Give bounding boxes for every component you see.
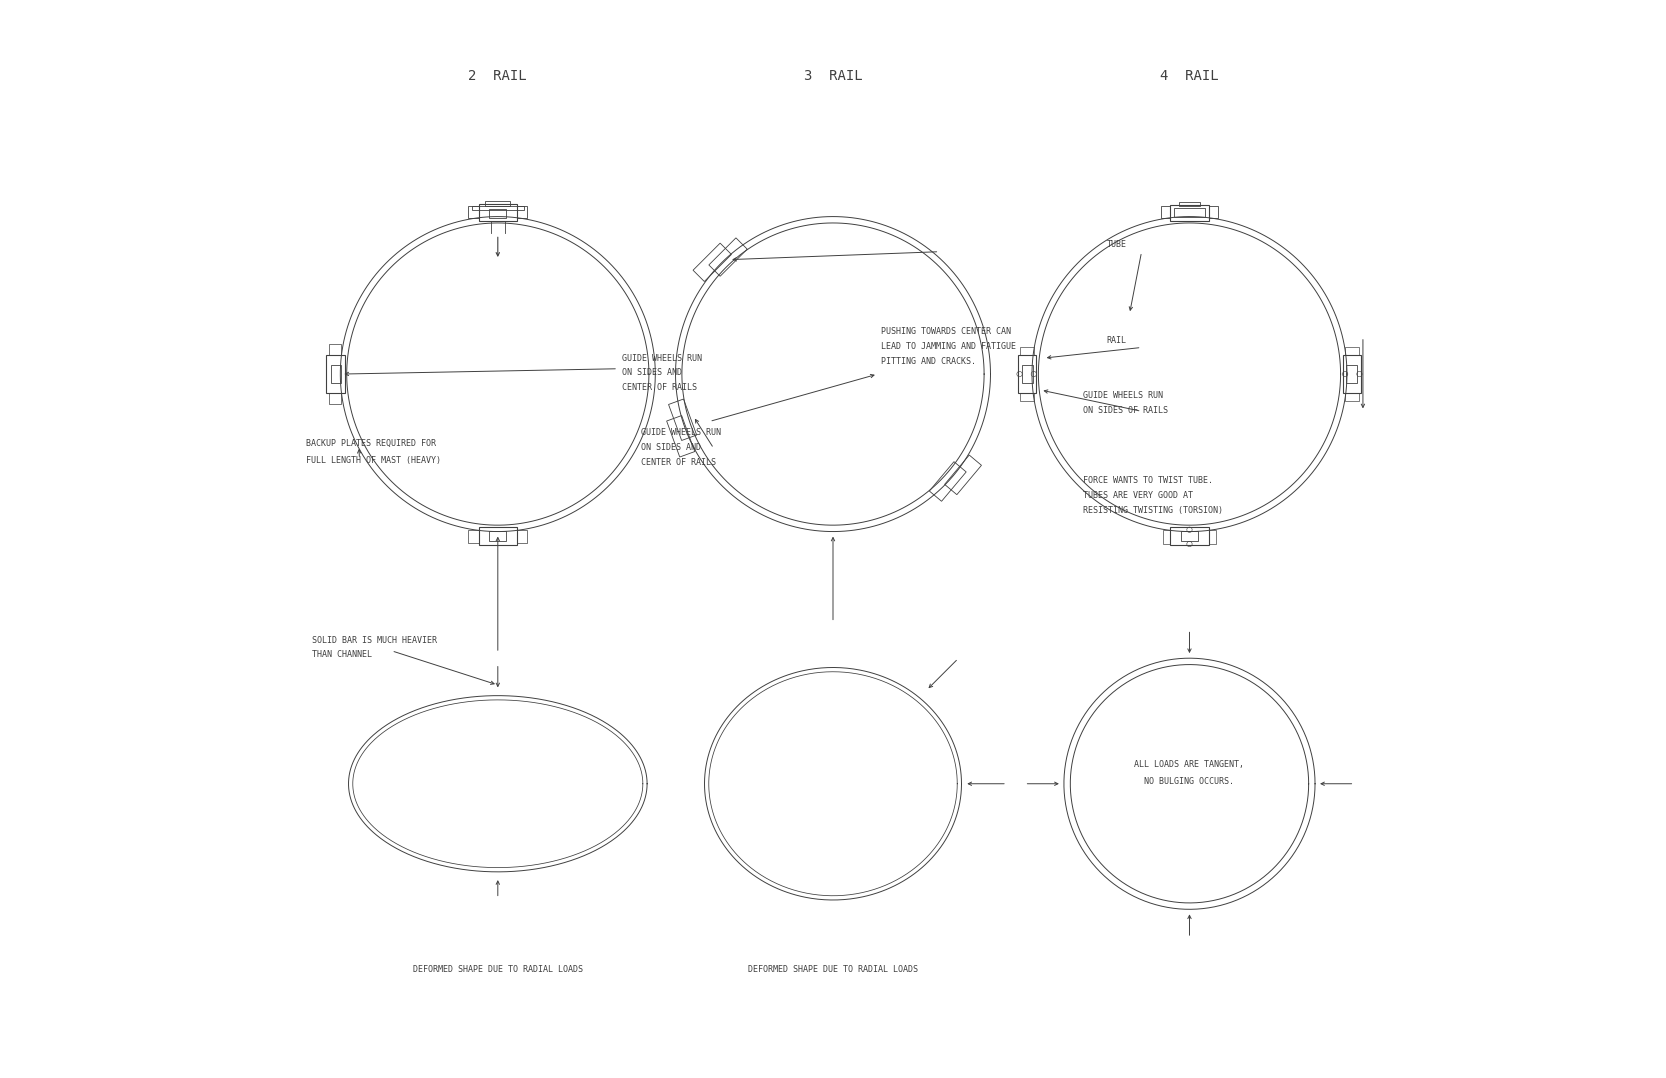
Text: DEFORMED SHAPE DUE TO RADIAL LOADS: DEFORMED SHAPE DUE TO RADIAL LOADS [748,966,918,975]
Text: FULL LENGTH OF MAST (HEAVY): FULL LENGTH OF MAST (HEAVY) [307,456,441,465]
Text: ON SIDES AND: ON SIDES AND [641,443,701,452]
Text: RAIL: RAIL [1106,335,1126,345]
Text: THAN CHANNEL: THAN CHANNEL [312,650,372,660]
Text: TUBES ARE VERY GOOD AT: TUBES ARE VERY GOOD AT [1083,490,1193,500]
Text: CENTER OF RAILS: CENTER OF RAILS [623,384,698,392]
Text: NO BULGING OCCURS.: NO BULGING OCCURS. [1145,777,1235,786]
Text: TUBE: TUBE [1106,239,1126,249]
Text: 3  RAIL: 3 RAIL [803,69,863,83]
Text: RESISTING TWISTING (TORSION): RESISTING TWISTING (TORSION) [1083,506,1223,515]
Text: GUIDE WHEELS RUN: GUIDE WHEELS RUN [641,428,721,437]
Text: LEAD TO JAMMING AND FATIGUE: LEAD TO JAMMING AND FATIGUE [881,342,1016,351]
Text: CENTER OF RAILS: CENTER OF RAILS [641,458,716,467]
Text: ON SIDES AND: ON SIDES AND [623,369,683,377]
Text: GUIDE WHEELS RUN: GUIDE WHEELS RUN [1083,391,1163,400]
Text: ALL LOADS ARE TANGENT,: ALL LOADS ARE TANGENT, [1135,760,1245,769]
Text: 2  RAIL: 2 RAIL [468,69,526,83]
Text: PITTING AND CRACKS.: PITTING AND CRACKS. [881,357,976,365]
Text: ON SIDES OF RAILS: ON SIDES OF RAILS [1083,405,1168,415]
Text: FORCE WANTS TO TWIST TUBE.: FORCE WANTS TO TWIST TUBE. [1083,476,1213,485]
Text: DEFORMED SHAPE DUE TO RADIAL LOADS: DEFORMED SHAPE DUE TO RADIAL LOADS [413,966,583,975]
Text: BACKUP PLATES REQUIRED FOR: BACKUP PLATES REQUIRED FOR [307,439,436,447]
Text: PUSHING TOWARDS CENTER CAN: PUSHING TOWARDS CENTER CAN [881,327,1011,336]
Text: SOLID BAR IS MUCH HEAVIER: SOLID BAR IS MUCH HEAVIER [312,636,436,645]
Text: GUIDE WHEELS RUN: GUIDE WHEELS RUN [623,354,703,362]
Text: 4  RAIL: 4 RAIL [1160,69,1220,83]
